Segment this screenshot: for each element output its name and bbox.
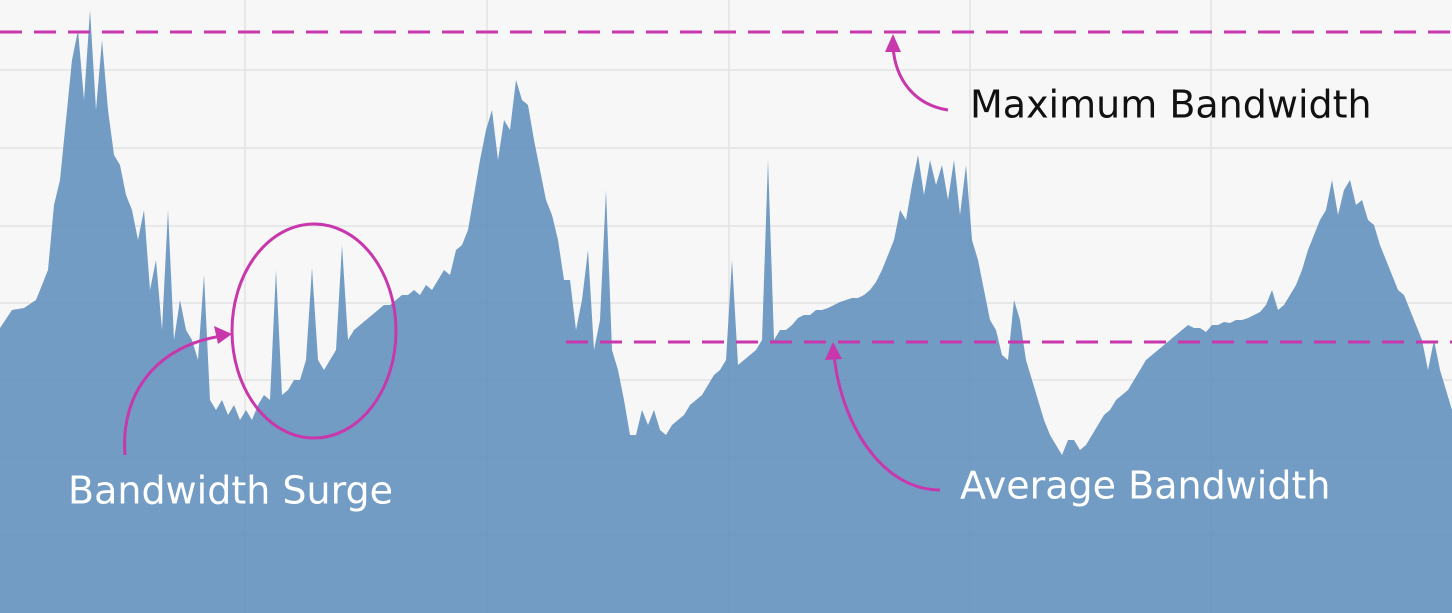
area-layer bbox=[0, 10, 1452, 613]
reference-layer bbox=[0, 30, 1452, 344]
avg-arrowhead bbox=[825, 342, 842, 360]
max-arrowhead bbox=[885, 34, 901, 52]
reference-label: Average Bandwidth bbox=[960, 464, 1330, 508]
max-arrow bbox=[891, 45, 949, 112]
avg-arrow bbox=[832, 353, 941, 492]
surge-arrowhead bbox=[214, 326, 232, 344]
surge-ellipse bbox=[230, 222, 398, 440]
annotation: Bandwidth Surge bbox=[68, 469, 393, 513]
area bbox=[0, 10, 1452, 613]
reference-label: Maximum Bandwidth bbox=[970, 83, 1372, 127]
surge-arrow bbox=[123, 334, 223, 456]
